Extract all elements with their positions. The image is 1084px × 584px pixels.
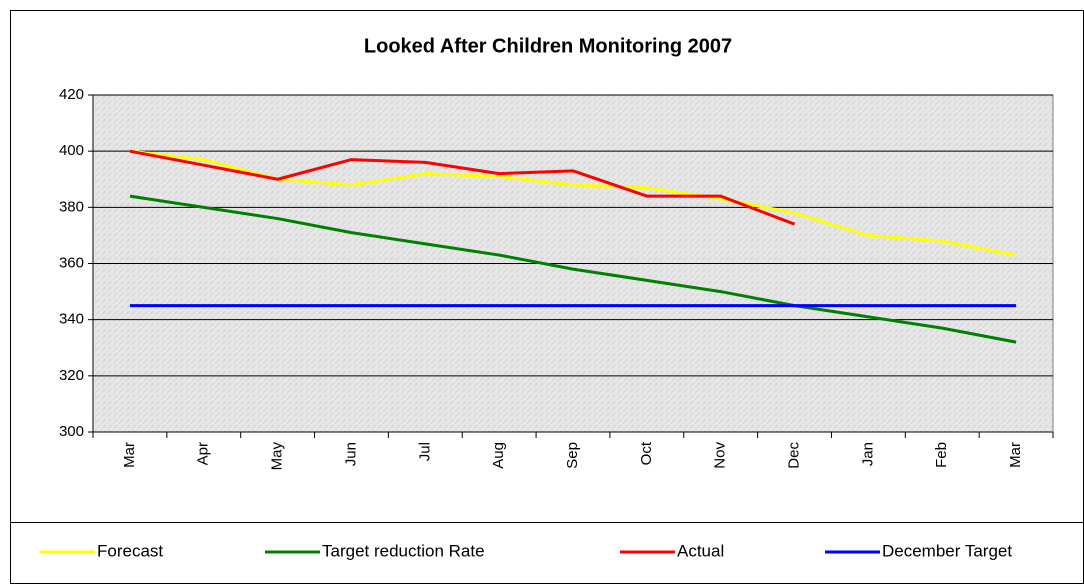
y-tick-label: 420 (59, 86, 84, 103)
y-tick-label: 300 (59, 423, 84, 440)
legend-label: Target reduction Rate (322, 541, 485, 560)
x-tick-label: Dec (786, 442, 803, 469)
x-tick-label: Apr (195, 442, 212, 465)
series-line (129, 149, 796, 226)
x-tick-label: Aug (490, 442, 507, 469)
y-tick-label: 400 (59, 142, 84, 159)
x-tick-label: Sep (564, 442, 581, 469)
chart-title: Looked After Children Monitoring 2007 (364, 35, 732, 57)
legend-label: December Target (882, 541, 1012, 560)
legend-label: Actual (677, 541, 724, 560)
x-tick-label: Mar (1007, 442, 1024, 468)
x-tick-label: Feb (933, 442, 950, 468)
x-tick-label: Oct (638, 441, 655, 465)
series-line (129, 194, 1017, 344)
x-tick-label: Jun (342, 442, 359, 466)
x-tick-label: Nov (712, 442, 729, 469)
y-tick-label: 360 (59, 254, 84, 271)
x-tick-label: Mar (121, 442, 138, 468)
y-tick-label: 320 (59, 367, 84, 384)
y-tick-label: 340 (59, 311, 84, 328)
y-tick-label: 380 (59, 198, 84, 215)
legend-label: Forecast (97, 541, 163, 560)
x-tick-label: Jan (859, 442, 876, 466)
x-tick-label: May (269, 442, 286, 471)
legend-box (10, 522, 1084, 584)
x-tick-label: Jul (416, 442, 433, 461)
